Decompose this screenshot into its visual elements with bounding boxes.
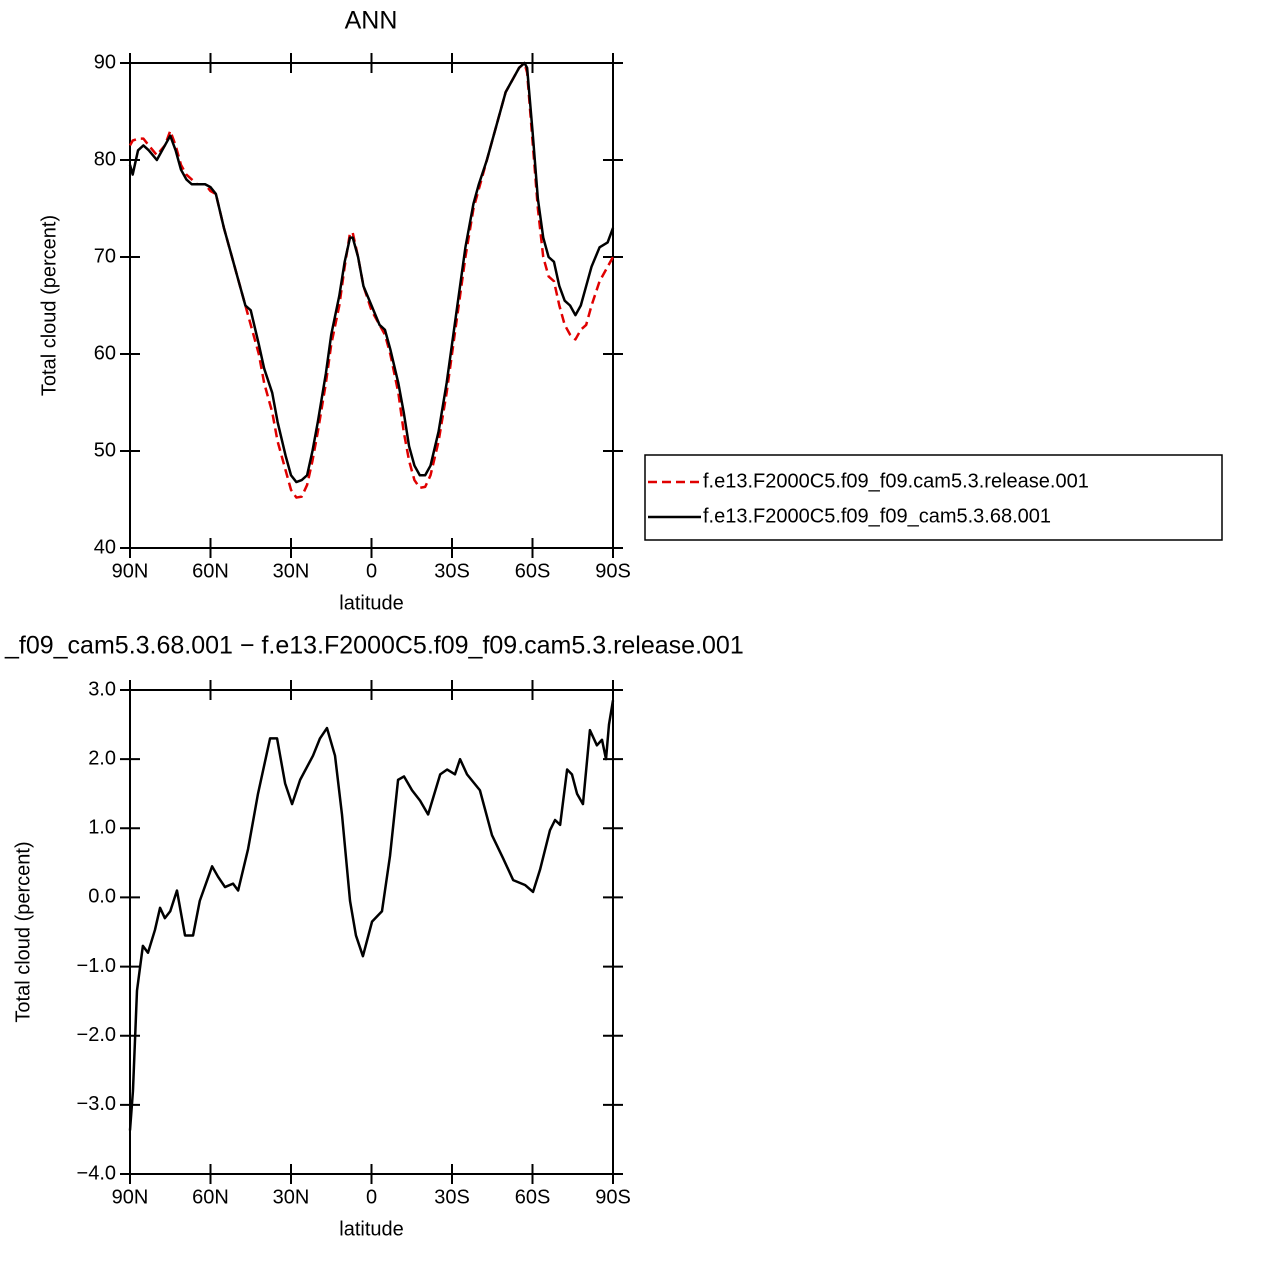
- x-tick-label: 60S: [515, 560, 551, 582]
- x-axis-label: latitude: [339, 592, 404, 614]
- y-tick-label: 0.0: [88, 886, 116, 908]
- x-tick-label: 0: [366, 1186, 377, 1208]
- y-tick-label: −3.0: [77, 1093, 116, 1115]
- x-tick-label: 90N: [112, 560, 149, 582]
- x-tick-label: 30N: [273, 1186, 310, 1208]
- x-axis-label: latitude: [339, 1218, 404, 1240]
- legend-label: f.e13.F2000C5.f09_f09.cam5.3.release.001: [703, 470, 1089, 492]
- y-tick-label: 40: [94, 536, 116, 558]
- y-tick-label: 1.0: [88, 817, 116, 839]
- x-tick-label: 60N: [192, 1186, 229, 1208]
- y-axis-label: Total cloud (percent): [38, 215, 60, 396]
- x-tick-label: 30N: [273, 560, 310, 582]
- x-tick-label: 30S: [434, 1186, 470, 1208]
- y-tick-label: 3.0: [88, 678, 116, 700]
- y-tick-label: 50: [94, 439, 116, 461]
- y-tick-label: −4.0: [77, 1162, 116, 1184]
- legend-box: [644, 454, 1223, 541]
- y-tick-label: 2.0: [88, 747, 116, 769]
- series-line: [128, 61, 615, 499]
- y-axis-label: Total cloud (percent): [12, 841, 34, 1022]
- legend-label: f.e13.F2000C5.f09_f09_cam5.3.68.001: [703, 505, 1051, 527]
- x-tick-label: 0: [366, 560, 377, 582]
- x-tick-label: 90S: [595, 560, 631, 582]
- y-tick-label: −2.0: [77, 1024, 116, 1046]
- x-tick-label: 90S: [595, 1186, 631, 1208]
- y-tick-label: −1.0: [77, 955, 116, 977]
- x-tick-label: 60S: [515, 1186, 551, 1208]
- chart-title: ANN: [345, 7, 398, 35]
- y-tick-label: 60: [94, 342, 116, 364]
- y-tick-label: 80: [94, 148, 116, 170]
- x-tick-label: 90N: [112, 1186, 149, 1208]
- x-tick-label: 30S: [434, 560, 470, 582]
- y-tick-label: 70: [94, 245, 116, 267]
- x-tick-label: 60N: [192, 560, 229, 582]
- y-tick-label: 90: [94, 51, 116, 73]
- series-line: [128, 61, 615, 484]
- plot-frame: [129, 689, 614, 1175]
- series-line: [128, 700, 615, 1131]
- chart-title: _f09_cam5.3.68.001 − f.e13.F2000C5.f09_f…: [4, 632, 744, 660]
